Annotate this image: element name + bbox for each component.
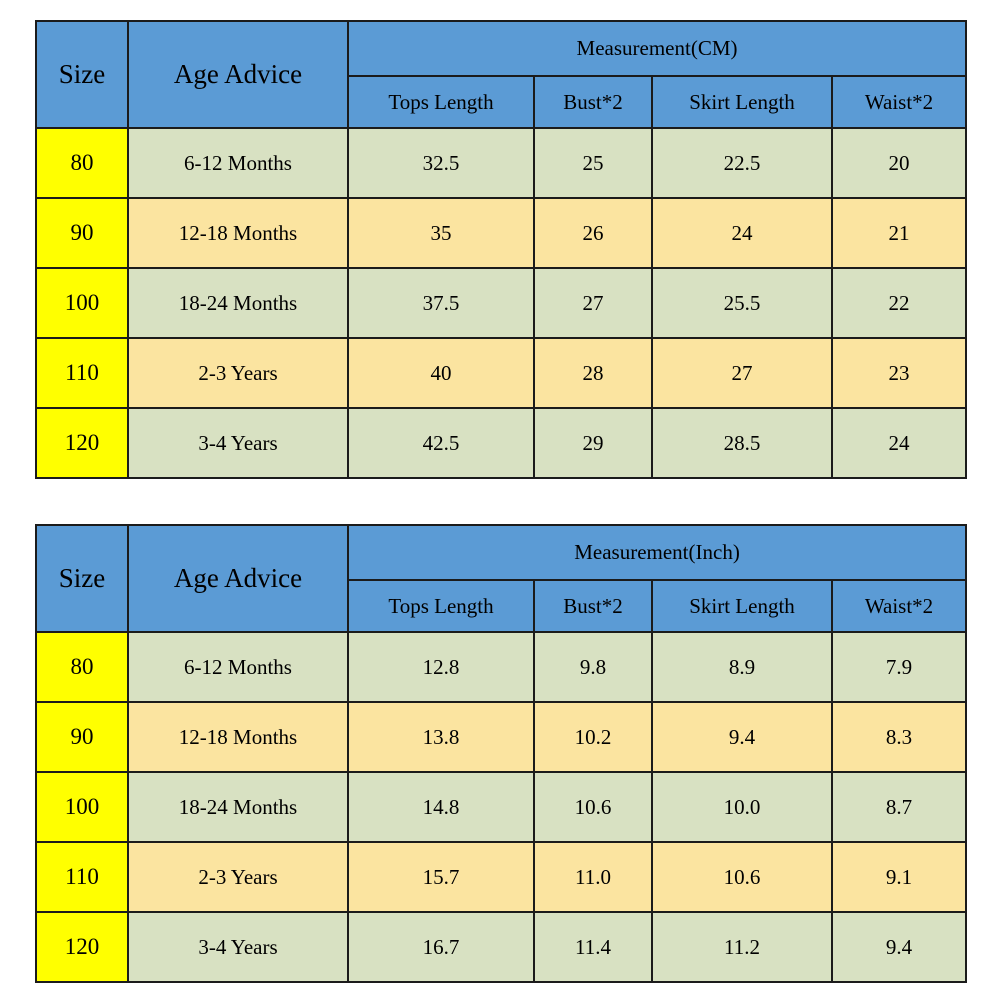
value-cell: 28 xyxy=(533,337,653,409)
table-row: 80 6-12 Months 32.5 25 22.5 20 xyxy=(35,127,968,199)
waist-column-header: Waist*2 xyxy=(830,579,968,633)
measurement-cm-header: Measurement(CM) xyxy=(346,20,968,77)
value-cell: 9.1 xyxy=(830,841,968,913)
age-cell: 2-3 Years xyxy=(127,337,349,409)
value-cell: 28.5 xyxy=(651,407,833,479)
value-cell: 35 xyxy=(347,197,535,269)
skirt-length-column-header: Skirt Length xyxy=(651,579,833,633)
table-row: 110 2-3 Years 40 28 27 23 xyxy=(35,337,968,409)
value-cell: 10.2 xyxy=(533,701,653,773)
size-column-header: Size xyxy=(35,524,129,633)
age-cell: 18-24 Months xyxy=(127,771,349,843)
value-cell: 11.2 xyxy=(651,911,833,983)
value-cell: 8.7 xyxy=(830,771,968,843)
value-cell: 24 xyxy=(651,197,833,269)
size-cell: 120 xyxy=(35,911,129,983)
age-cell: 6-12 Months xyxy=(127,631,349,703)
value-cell: 20 xyxy=(830,127,968,199)
bust-column-header: Bust*2 xyxy=(533,75,653,129)
size-cell: 100 xyxy=(35,771,129,843)
value-cell: 27 xyxy=(533,267,653,339)
header-row-measurement: Size Age Advice Measurement(Inch) xyxy=(35,524,968,633)
measurement-inch-header: Measurement(Inch) xyxy=(346,524,968,581)
size-chart-cm-table: Size Age Advice Measurement(CM) Tops Len… xyxy=(35,20,968,479)
value-cell: 10.6 xyxy=(533,771,653,843)
table-row: 100 18-24 Months 37.5 27 25.5 22 xyxy=(35,267,968,339)
value-cell: 8.3 xyxy=(830,701,968,773)
value-cell: 10.6 xyxy=(651,841,833,913)
size-column-header: Size xyxy=(35,20,129,129)
value-cell: 9.4 xyxy=(651,701,833,773)
age-cell: 3-4 Years xyxy=(127,911,349,983)
value-cell: 16.7 xyxy=(347,911,535,983)
header-row-measurement: Size Age Advice Measurement(CM) xyxy=(35,20,968,129)
age-cell: 18-24 Months xyxy=(127,267,349,339)
size-cell: 110 xyxy=(35,841,129,913)
value-cell: 21 xyxy=(830,197,968,269)
value-cell: 40 xyxy=(347,337,535,409)
bust-column-header: Bust*2 xyxy=(533,579,653,633)
value-cell: 7.9 xyxy=(830,631,968,703)
value-cell: 42.5 xyxy=(347,407,535,479)
value-cell: 22 xyxy=(830,267,968,339)
value-cell: 14.8 xyxy=(347,771,535,843)
age-cell: 3-4 Years xyxy=(127,407,349,479)
age-cell: 6-12 Months xyxy=(127,127,349,199)
header-row-subcolumns: Tops Length Bust*2 Skirt Length Waist*2 xyxy=(36,579,968,633)
value-cell: 9.8 xyxy=(533,631,653,703)
size-cell: 120 xyxy=(35,407,129,479)
value-cell: 25 xyxy=(533,127,653,199)
value-cell: 26 xyxy=(533,197,653,269)
size-cell: 110 xyxy=(35,337,129,409)
table-row: 100 18-24 Months 14.8 10.6 10.0 8.7 xyxy=(35,771,968,843)
size-cell: 90 xyxy=(35,197,129,269)
value-cell: 29 xyxy=(533,407,653,479)
tops-length-column-header: Tops Length xyxy=(347,579,535,633)
age-cell: 12-18 Months xyxy=(127,701,349,773)
table-row: 90 12-18 Months 13.8 10.2 9.4 8.3 xyxy=(35,701,968,773)
age-advice-column-header: Age Advice xyxy=(127,524,349,633)
value-cell: 10.0 xyxy=(651,771,833,843)
size-chart-inch-table: Size Age Advice Measurement(Inch) Tops L… xyxy=(35,524,968,983)
value-cell: 32.5 xyxy=(347,127,535,199)
value-cell: 25.5 xyxy=(651,267,833,339)
value-cell: 11.0 xyxy=(533,841,653,913)
size-cell: 80 xyxy=(35,127,129,199)
value-cell: 8.9 xyxy=(651,631,833,703)
value-cell: 11.4 xyxy=(533,911,653,983)
table-row: 110 2-3 Years 15.7 11.0 10.6 9.1 xyxy=(35,841,968,913)
size-cell: 100 xyxy=(35,267,129,339)
tops-length-column-header: Tops Length xyxy=(347,75,535,129)
table-row: 80 6-12 Months 12.8 9.8 8.9 7.9 xyxy=(35,631,968,703)
size-cell: 90 xyxy=(35,701,129,773)
value-cell: 37.5 xyxy=(347,267,535,339)
table-row: 120 3-4 Years 42.5 29 28.5 24 xyxy=(35,407,968,479)
value-cell: 24 xyxy=(830,407,968,479)
value-cell: 12.8 xyxy=(347,631,535,703)
value-cell: 13.8 xyxy=(347,701,535,773)
value-cell: 15.7 xyxy=(347,841,535,913)
waist-column-header: Waist*2 xyxy=(830,75,968,129)
age-cell: 12-18 Months xyxy=(127,197,349,269)
value-cell: 27 xyxy=(651,337,833,409)
value-cell: 9.4 xyxy=(830,911,968,983)
skirt-length-column-header: Skirt Length xyxy=(651,75,833,129)
age-advice-column-header: Age Advice xyxy=(127,20,349,129)
table-row: 90 12-18 Months 35 26 24 21 xyxy=(35,197,968,269)
value-cell: 22.5 xyxy=(651,127,833,199)
size-cell: 80 xyxy=(35,631,129,703)
table-row: 120 3-4 Years 16.7 11.4 11.2 9.4 xyxy=(35,911,968,983)
header-row-subcolumns: Tops Length Bust*2 Skirt Length Waist*2 xyxy=(36,75,968,129)
age-cell: 2-3 Years xyxy=(127,841,349,913)
value-cell: 23 xyxy=(830,337,968,409)
